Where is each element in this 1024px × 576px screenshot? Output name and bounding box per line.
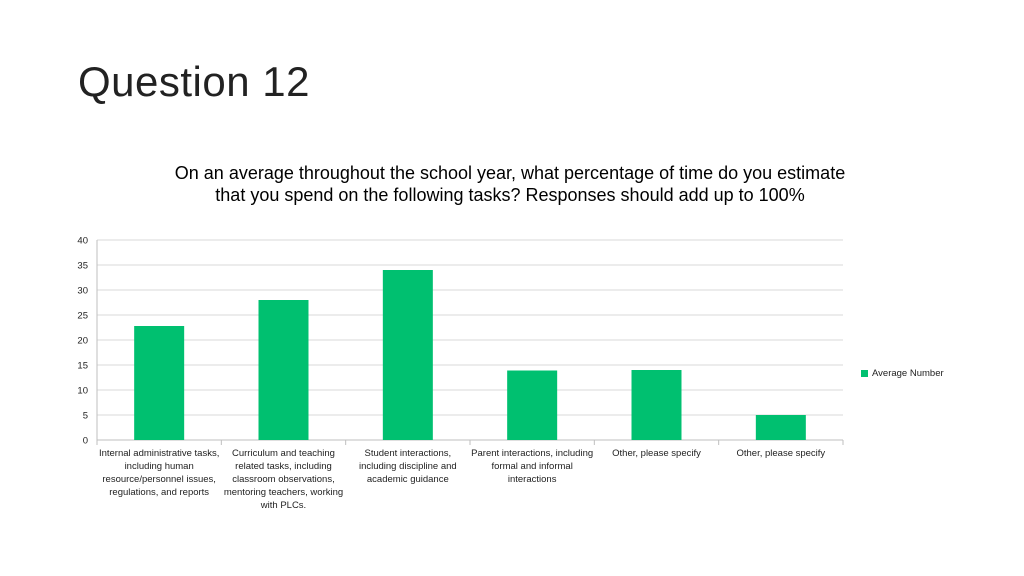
y-tick-label: 15 — [77, 361, 88, 372]
y-tick-label: 35 — [77, 261, 88, 272]
chart-title: On an average throughout the school year… — [174, 163, 846, 205]
x-tick-label: Student interactions, including discipli… — [358, 448, 457, 485]
x-tick-label: Other, please specify — [736, 448, 826, 459]
bar — [755, 415, 806, 440]
y-tick-label: 20 — [77, 336, 88, 347]
legend: Average Number — [861, 368, 944, 379]
legend-label: Average Number — [872, 368, 944, 379]
x-tick-label: Curriculum and teaching related tasks, i… — [223, 448, 344, 511]
bar — [258, 300, 309, 440]
y-tick-label: 10 — [77, 386, 88, 397]
y-tick-label: 5 — [83, 411, 88, 422]
bar — [134, 326, 185, 440]
bar — [382, 270, 433, 440]
y-tick-label: 30 — [77, 286, 88, 297]
y-tick-label: 40 — [77, 236, 88, 247]
y-tick-label: 0 — [83, 436, 88, 447]
y-tick-label: 25 — [77, 311, 88, 322]
slide-title: Question 12 — [78, 58, 310, 105]
x-tick-label: Other, please specify — [612, 448, 701, 459]
x-tick-label: Internal administrative tasks, including… — [98, 448, 220, 498]
bar — [507, 370, 558, 440]
bar — [631, 370, 682, 440]
x-tick-label: Parent interactions, including formal an… — [471, 448, 594, 485]
legend-swatch — [861, 370, 868, 377]
